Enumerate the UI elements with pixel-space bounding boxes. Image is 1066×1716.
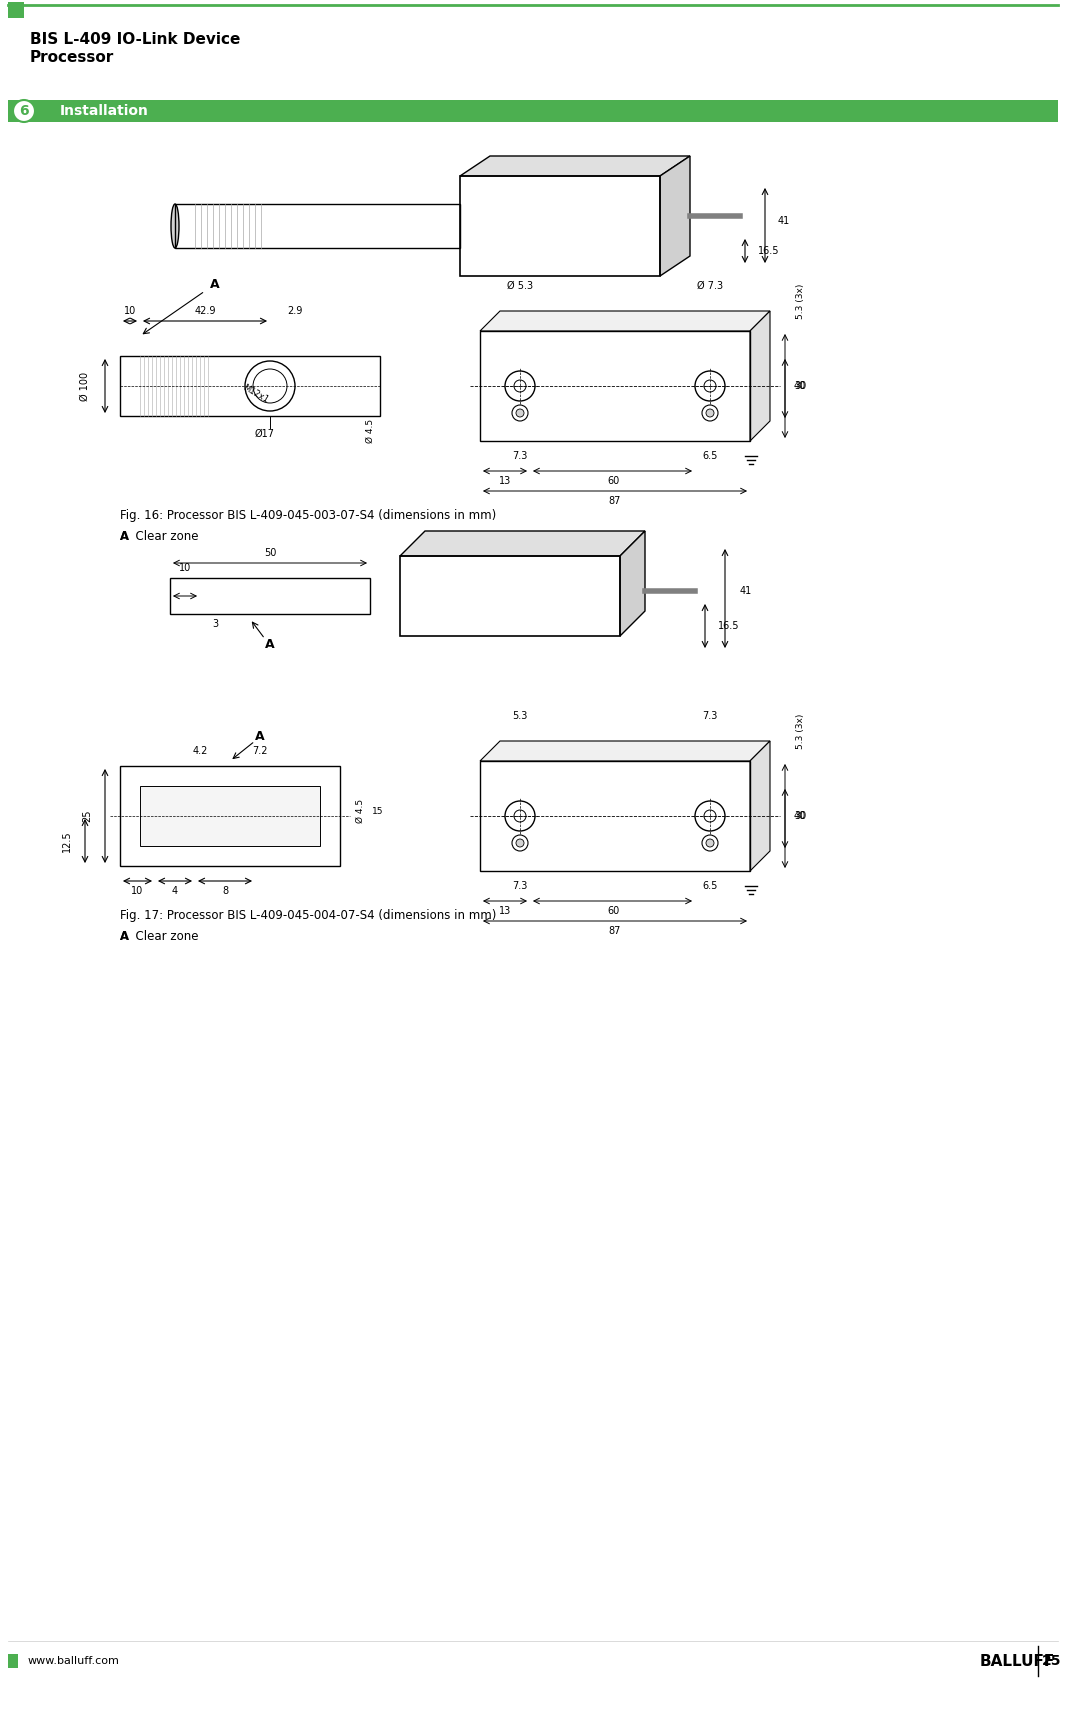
Bar (9, 100, 1057, 122)
Text: BIS L-409 IO-Link Device: BIS L-409 IO-Link Device (30, 33, 240, 46)
Text: 6.5: 6.5 (702, 880, 717, 891)
Polygon shape (750, 741, 770, 872)
Text: 4: 4 (172, 885, 178, 896)
Text: 3: 3 (212, 619, 219, 630)
Text: A: A (120, 530, 129, 542)
Circle shape (514, 810, 526, 822)
Text: 41: 41 (778, 216, 790, 227)
Circle shape (704, 810, 716, 822)
Text: Fig. 16: Processor BIS L-409-045-003-07-S4 (dimensions in mm): Fig. 16: Processor BIS L-409-045-003-07-… (120, 510, 497, 522)
Bar (9, 1654, 18, 1668)
Polygon shape (480, 311, 770, 331)
Text: 50: 50 (263, 547, 276, 558)
Text: 16.5: 16.5 (718, 621, 740, 631)
Text: A  Clear zone: A Clear zone (120, 530, 198, 542)
Text: 41: 41 (740, 585, 753, 595)
Polygon shape (750, 311, 770, 441)
Text: A  Clear zone: A Clear zone (120, 930, 198, 942)
Text: 7.3: 7.3 (513, 880, 528, 891)
Circle shape (13, 100, 35, 122)
Polygon shape (620, 530, 645, 637)
Text: 10: 10 (131, 885, 143, 896)
Bar (9, 2, 25, 17)
Text: 7.3: 7.3 (702, 710, 717, 721)
Text: 8: 8 (222, 885, 228, 896)
Text: 25: 25 (82, 810, 92, 822)
Text: 6.5: 6.5 (702, 451, 717, 462)
Text: 10: 10 (124, 305, 136, 316)
Text: 13: 13 (499, 475, 511, 486)
Text: 5.3 (3x): 5.3 (3x) (795, 283, 805, 319)
Text: 6: 6 (19, 105, 29, 118)
Text: M12x1: M12x1 (241, 383, 270, 405)
Circle shape (706, 839, 714, 848)
Text: 30: 30 (794, 812, 806, 820)
Text: 15: 15 (372, 807, 384, 815)
Bar (140, 786, 320, 846)
Bar (120, 355, 379, 415)
Circle shape (704, 379, 716, 391)
Text: 5.3 (3x): 5.3 (3x) (795, 714, 805, 748)
Text: 7.2: 7.2 (253, 746, 268, 757)
Polygon shape (480, 741, 770, 760)
Text: 10: 10 (179, 563, 191, 573)
Circle shape (514, 379, 526, 391)
Text: 25: 25 (1043, 1654, 1062, 1668)
Text: 13: 13 (499, 906, 511, 916)
Text: 60: 60 (607, 906, 619, 916)
Text: 12.5: 12.5 (62, 831, 72, 851)
Text: 30: 30 (794, 381, 806, 391)
Text: 40: 40 (794, 812, 806, 820)
Bar (400, 556, 620, 637)
Bar (480, 331, 750, 441)
Text: Ø 5.3: Ø 5.3 (507, 281, 533, 292)
Text: Ø17: Ø17 (255, 429, 275, 439)
Polygon shape (660, 156, 690, 276)
Bar (175, 204, 461, 249)
Circle shape (516, 839, 524, 848)
Polygon shape (400, 530, 645, 556)
Text: Ø 100: Ø 100 (80, 371, 90, 400)
Text: A: A (255, 729, 264, 743)
Text: 16.5: 16.5 (758, 245, 779, 256)
Text: 7.3: 7.3 (513, 451, 528, 462)
Bar (480, 760, 750, 872)
Text: BALLUFF: BALLUFF (980, 1654, 1055, 1668)
Bar (120, 765, 340, 867)
Text: Ø 4.5: Ø 4.5 (366, 419, 374, 443)
Text: 2.9: 2.9 (288, 305, 303, 316)
Text: Ø 4.5: Ø 4.5 (355, 800, 365, 824)
Text: 40: 40 (794, 381, 806, 391)
Text: www.balluff.com: www.balluff.com (28, 1656, 119, 1666)
Ellipse shape (171, 204, 179, 249)
Circle shape (516, 408, 524, 417)
Text: A: A (265, 638, 275, 650)
Circle shape (706, 408, 714, 417)
Text: Installation: Installation (60, 105, 149, 118)
Text: 60: 60 (607, 475, 619, 486)
Bar (169, 578, 370, 614)
Text: 5.3: 5.3 (513, 710, 528, 721)
Bar (461, 177, 660, 276)
Text: 42.9: 42.9 (194, 305, 215, 316)
Text: A: A (120, 930, 129, 942)
Text: 87: 87 (609, 927, 621, 935)
Text: 4.2: 4.2 (192, 746, 208, 757)
Text: Fig. 17: Processor BIS L-409-045-004-07-S4 (dimensions in mm): Fig. 17: Processor BIS L-409-045-004-07-… (120, 909, 497, 923)
Text: Ø 7.3: Ø 7.3 (697, 281, 723, 292)
Polygon shape (461, 156, 690, 177)
Text: Processor: Processor (30, 50, 114, 65)
Text: 87: 87 (609, 496, 621, 506)
Text: A: A (210, 278, 220, 290)
